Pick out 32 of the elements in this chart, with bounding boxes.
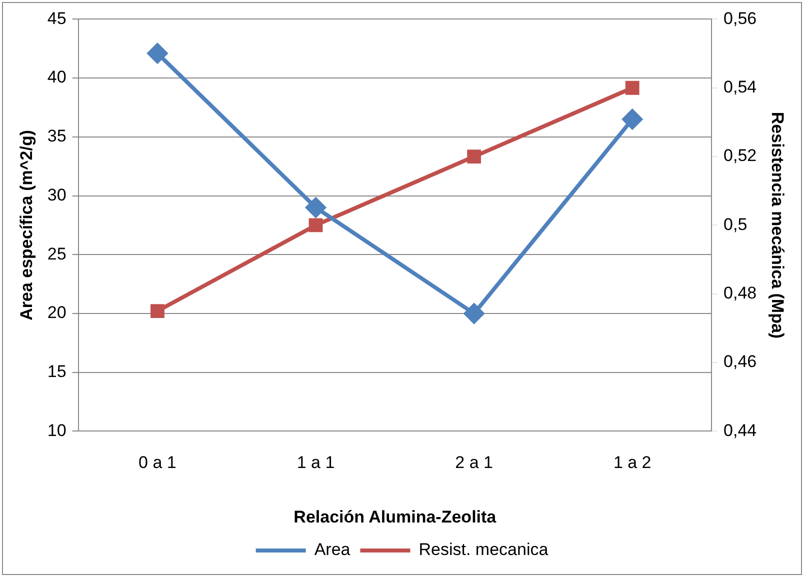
y-axis-title: Area específica (m^2/g) — [16, 130, 36, 320]
legend-label: Area — [314, 540, 351, 560]
point — [306, 198, 326, 218]
point — [622, 109, 642, 130]
point — [464, 303, 484, 324]
y2-tick-label: 0,46 — [724, 352, 757, 372]
point — [467, 150, 482, 164]
y2-tick-label: 0,52 — [724, 146, 757, 166]
y-tick-label: 35 — [47, 126, 66, 146]
y-tick-label: 10 — [47, 420, 66, 440]
y2-tick-label: 0,54 — [724, 78, 757, 97]
y2-tick-label: 0,5 — [724, 214, 748, 234]
y-tick-label: 25 — [47, 244, 66, 264]
x-tick-label: 0 a 1 — [138, 453, 176, 472]
y-tick-label: 20 — [47, 303, 66, 322]
point — [147, 43, 168, 64]
x-axis-title: Relación Alumina-Zeolita — [294, 507, 497, 526]
y-tick-label: 15 — [47, 362, 66, 382]
point — [150, 304, 164, 318]
y-tick-label: 45 — [47, 8, 66, 28]
point — [625, 80, 640, 95]
x-tick-label: 2 a 1 — [455, 453, 493, 472]
y2-tick-label: 0,44 — [724, 420, 757, 440]
y2-tick-label: 0,56 — [724, 8, 757, 28]
x-tick-label: 1 a 2 — [613, 453, 652, 472]
legend-label: Resist. mecanica — [418, 540, 549, 560]
point — [308, 218, 323, 232]
y2-axis-title: Resistencia mecánica (Mpa) — [768, 112, 788, 339]
y-tick-label: 40 — [47, 68, 66, 87]
y-tick-label: 30 — [47, 185, 66, 204]
y2-tick-label: 0,48 — [724, 284, 757, 303]
x-tick-label: 1 a 1 — [296, 453, 335, 472]
